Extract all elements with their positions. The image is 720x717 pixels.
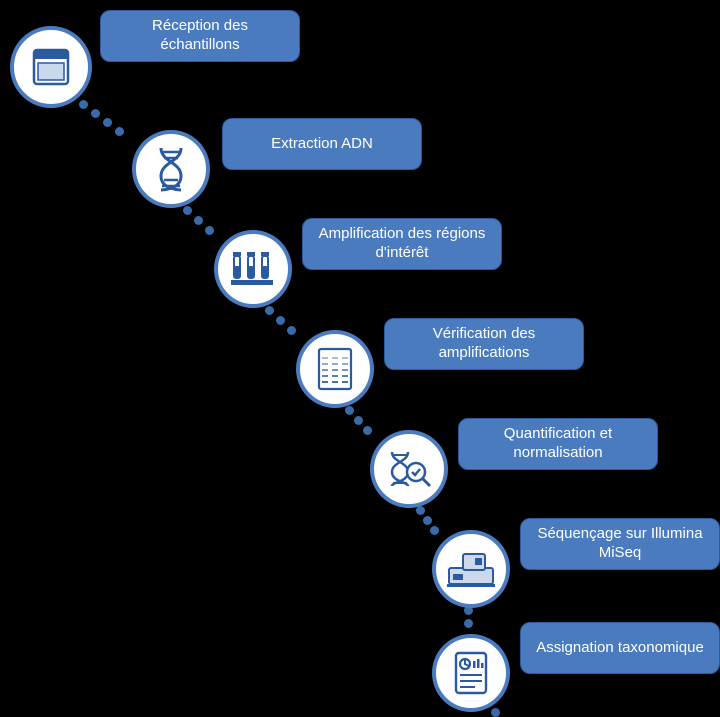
gel-icon (314, 345, 356, 393)
connector-dot (79, 100, 88, 109)
connector-dot (103, 118, 112, 127)
step-icon-circle (214, 230, 292, 308)
connector-dot (464, 619, 473, 628)
step-label: Assignation taxonomique (520, 622, 720, 674)
step-icon-circle (296, 330, 374, 408)
connector-dot (265, 306, 274, 315)
box-icon (28, 44, 74, 90)
connector-dot (287, 326, 296, 335)
connector-dot (115, 127, 124, 136)
step-label: Quantification et normalisation (458, 418, 658, 470)
dnalens-icon (384, 446, 434, 492)
connector-dot (91, 109, 100, 118)
connector-dot (276, 316, 285, 325)
step-icon-circle (432, 634, 510, 712)
connector-dot (345, 406, 354, 415)
report-icon (451, 649, 491, 697)
step-icon-circle (370, 430, 448, 508)
connector-dot (205, 226, 214, 235)
step-label: Vérification des amplifications (384, 318, 584, 370)
step-icon-circle (132, 130, 210, 208)
step-label: Amplification des régions d'intérêt (302, 218, 502, 270)
connector-dot (363, 426, 372, 435)
step-icon-circle (10, 26, 92, 108)
step-label: Réception des échantillons (100, 10, 300, 62)
machine-icon (445, 548, 497, 590)
connector-dot (430, 526, 439, 535)
connector-dot (354, 416, 363, 425)
tubes-icon (228, 246, 278, 292)
step-icon-circle (432, 530, 510, 608)
connector-dot (423, 516, 432, 525)
connector-dot (183, 206, 192, 215)
step-label: Extraction ADN (222, 118, 422, 170)
step-label: Séquençage sur Illumina MiSeq (520, 518, 720, 570)
connector-dot (194, 216, 203, 225)
dna-icon (149, 144, 193, 194)
connector-dot (491, 708, 500, 717)
